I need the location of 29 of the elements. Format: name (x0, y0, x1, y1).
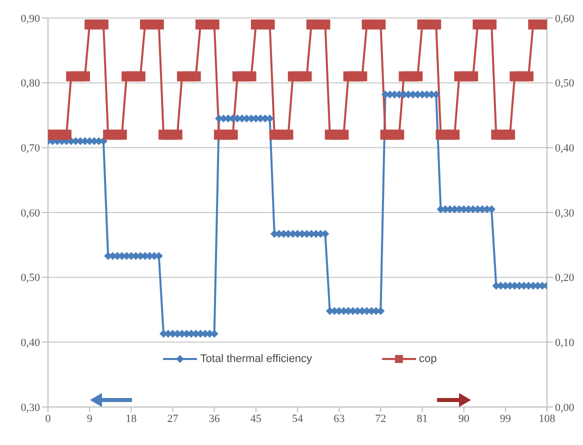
legend-label: cop (418, 353, 437, 365)
x-tick-label: 45 (250, 412, 262, 425)
x-tick-label: 72 (375, 412, 386, 425)
x-tick-label: 18 (126, 412, 138, 425)
y-tick-label: 0,70 (20, 142, 40, 155)
y-tick-label: 0,30 (20, 402, 40, 414)
y2-tick-label: 0,20 (555, 272, 575, 284)
y2-tick-label: 0,40 (555, 142, 575, 155)
x-tick-label: 54 (292, 412, 304, 425)
x-tick-label: 99 (500, 412, 512, 425)
y2-tick-label: 0,60 (555, 12, 575, 25)
x-tick-label: 36 (208, 412, 220, 425)
x-tick-label: 108 (538, 412, 556, 425)
y2-tick-label: 0,00 (555, 402, 575, 414)
y2-tick-label: 0,10 (555, 337, 575, 350)
y-tick-label: 0,50 (20, 272, 40, 284)
y-tick-label: 0,40 (20, 337, 40, 350)
x-tick-label: 81 (416, 412, 428, 425)
legend-label: Total thermal efficiency (200, 353, 312, 365)
x-tick-label: 63 (334, 412, 346, 425)
y-tick-label: 0,80 (20, 78, 40, 90)
y-tick-label: 0,60 (20, 207, 40, 220)
x-tick-label: 9 (86, 412, 93, 425)
y2-tick-label: 0,30 (555, 207, 575, 220)
x-tick-label: 90 (458, 412, 470, 425)
x-tick-label: 0 (45, 412, 52, 425)
y2-tick-label: 0,50 (555, 78, 575, 90)
y-tick-label: 0,90 (20, 12, 40, 25)
x-tick-label: 27 (167, 412, 179, 425)
